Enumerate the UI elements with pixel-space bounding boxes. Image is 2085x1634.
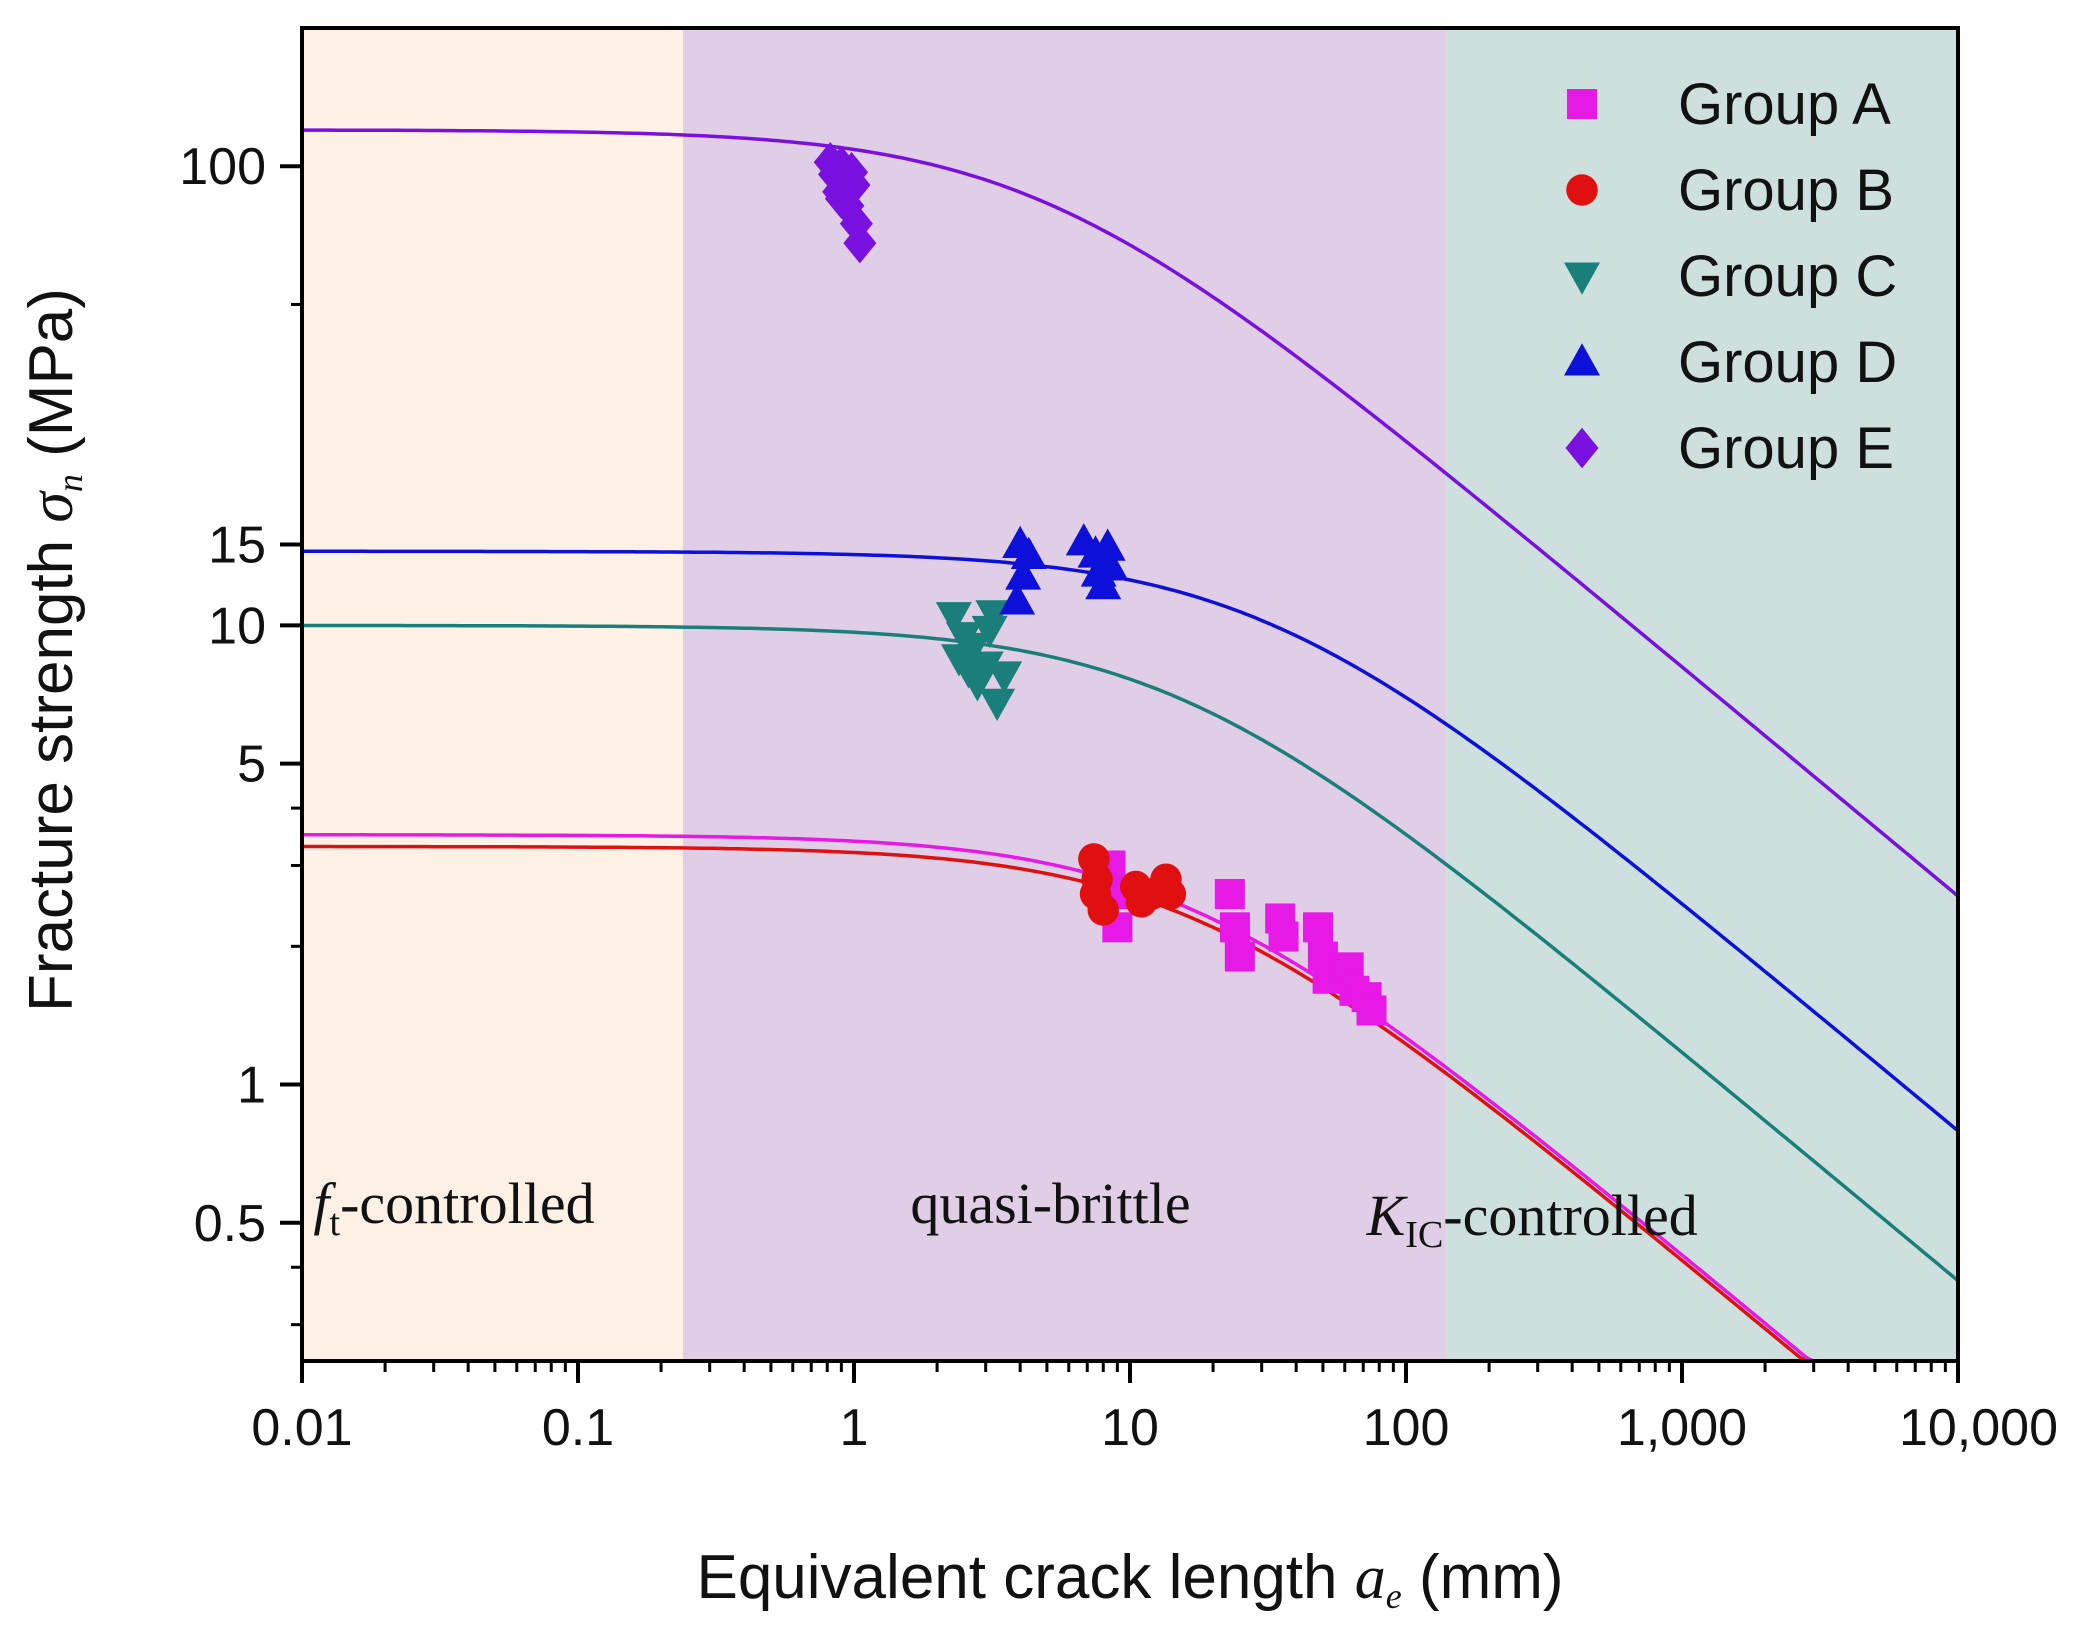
x-tick-label: 1,000	[1617, 1399, 1747, 1457]
legend-marker-group-e	[1565, 427, 1599, 469]
fit-curve-group-d	[302, 549, 1960, 1133]
region-label-KIC-controlled: KIC-controlled	[1366, 1183, 1698, 1256]
legend: Group A Group B Group C Group D Group E	[1564, 72, 1897, 481]
data-point-group-c	[955, 632, 992, 666]
legend-marker-group-a	[1567, 89, 1597, 119]
region-quasi-brittle	[682, 28, 1447, 1361]
x-tick-label: 1	[840, 1399, 869, 1457]
data-point-group-e	[824, 178, 858, 219]
y-tick-label: 100	[179, 138, 266, 196]
data-point-group-b	[1136, 878, 1168, 910]
y-tick-label: 15	[208, 517, 266, 575]
x-tick-label: 0.1	[542, 1399, 614, 1457]
y-axis-title: Fracture strength σn (MPa)	[17, 288, 90, 1012]
data-point-group-c	[967, 651, 1004, 684]
y-tick-label: 1	[237, 1057, 266, 1115]
y-tick-label: 10	[208, 597, 266, 655]
data-points	[813, 142, 1387, 1026]
legend-marker-group-b	[1566, 174, 1598, 206]
data-point-group-c	[979, 688, 1016, 722]
data-point-group-c	[935, 602, 972, 635]
fit-curve-group-c	[302, 623, 1960, 1283]
data-point-group-a	[1219, 912, 1250, 943]
data-point-group-d	[1089, 528, 1126, 561]
data-point-group-a	[1214, 879, 1245, 910]
region-ft-controlled	[302, 28, 683, 1361]
legend-label-group-c: Group C	[1678, 244, 1897, 309]
region-backgrounds	[302, 28, 1958, 1361]
x-tick-label: 10	[1101, 1399, 1159, 1457]
legend-label-group-a: Group A	[1678, 72, 1891, 137]
data-point-group-a	[1356, 995, 1387, 1026]
data-point-group-a	[1224, 941, 1255, 972]
fit-curve-group-e	[302, 128, 1960, 898]
x-tick-label: 100	[1363, 1399, 1450, 1457]
data-point-group-c	[971, 615, 1008, 649]
data-point-group-a	[1303, 912, 1334, 943]
data-point-group-d	[1005, 557, 1042, 590]
legend-label-group-e: Group E	[1678, 416, 1894, 481]
region-label-ft-controlled: ft-controlled	[313, 1171, 594, 1244]
data-point-group-d	[1092, 548, 1129, 581]
data-point-group-d	[1085, 566, 1122, 600]
data-point-group-c	[986, 661, 1023, 694]
legend-marker-group-d	[1564, 343, 1600, 376]
x-tick-label: 10,000	[1899, 1399, 2058, 1457]
y-tick-label: 0.5	[194, 1195, 266, 1253]
region-KIC-controlled	[1446, 28, 1958, 1361]
data-point-group-e	[843, 222, 877, 264]
legend-label-group-d: Group D	[1678, 330, 1897, 395]
x-tick-label: 0.01	[251, 1399, 352, 1457]
data-point-group-a	[1268, 921, 1299, 952]
data-point-group-b	[1087, 894, 1120, 926]
legend-marker-group-c	[1564, 262, 1600, 295]
data-point-group-c	[975, 600, 1012, 633]
y-tick-label: 5	[237, 736, 266, 794]
x-axis-title: Equivalent crack length ae (mm)	[696, 1543, 1563, 1616]
data-point-group-d	[999, 582, 1036, 615]
region-labels: ft-controlled quasi-brittle KIC-controlled	[313, 1171, 1697, 1256]
legend-label-group-b: Group B	[1678, 158, 1894, 223]
data-point-group-d	[1010, 536, 1047, 569]
region-label-quasi-brittle: quasi-brittle	[910, 1171, 1190, 1236]
